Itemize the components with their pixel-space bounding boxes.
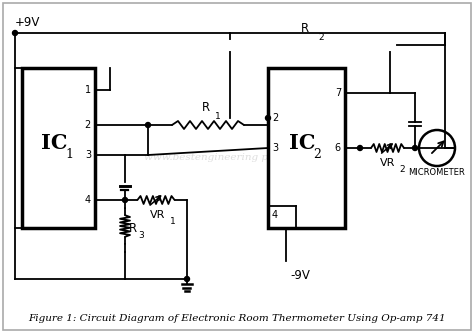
Text: 4: 4 <box>85 195 91 205</box>
Circle shape <box>412 146 418 151</box>
Text: 2: 2 <box>400 165 405 174</box>
Text: R: R <box>129 222 137 235</box>
Text: 3: 3 <box>85 150 91 160</box>
Text: 1: 1 <box>170 217 176 226</box>
Text: VR: VR <box>150 210 166 220</box>
Text: 2: 2 <box>85 120 91 130</box>
Text: 2: 2 <box>272 113 278 123</box>
Text: www.bestengineering projects.com: www.bestengineering projects.com <box>145 154 329 163</box>
Circle shape <box>265 116 271 121</box>
Text: 1: 1 <box>215 112 221 121</box>
Text: IC: IC <box>289 133 316 153</box>
Text: R: R <box>202 101 210 114</box>
Text: 2: 2 <box>314 149 321 162</box>
Circle shape <box>122 197 128 202</box>
Text: VR: VR <box>380 158 395 168</box>
Text: MICROMETER: MICROMETER <box>409 168 465 177</box>
Circle shape <box>357 146 363 151</box>
Text: 6: 6 <box>335 143 341 153</box>
Bar <box>268 68 345 228</box>
Text: 3: 3 <box>138 231 144 240</box>
Text: IC: IC <box>41 133 68 153</box>
Text: Figure 1: Circuit Diagram of Electronic Room Thermometer Using Op-amp 741: Figure 1: Circuit Diagram of Electronic … <box>28 314 446 323</box>
Text: 2: 2 <box>318 33 324 42</box>
Circle shape <box>12 31 18 36</box>
Text: 3: 3 <box>272 143 278 153</box>
Text: 4: 4 <box>272 210 278 220</box>
Circle shape <box>146 123 151 128</box>
Text: 7: 7 <box>335 88 341 98</box>
Text: -9V: -9V <box>290 269 310 282</box>
Text: R: R <box>301 22 309 35</box>
Bar <box>22 68 95 228</box>
Text: +9V: +9V <box>15 16 40 29</box>
Text: 1: 1 <box>85 85 91 95</box>
Text: 1: 1 <box>65 149 73 162</box>
Circle shape <box>184 276 190 281</box>
